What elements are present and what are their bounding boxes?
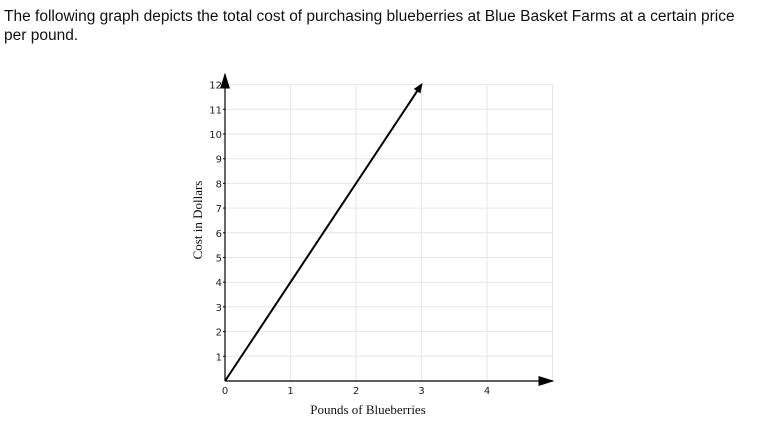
x-tick-label: 0 [222,386,228,397]
grid [225,84,553,381]
y-tick-label: 12 [209,81,222,92]
y-tick-label: 8 [216,179,222,190]
y-tick-label: 6 [216,229,222,240]
x-tick-label: 3 [418,386,424,397]
x-tick-label: 1 [287,386,293,397]
y-tick-label: 11 [209,105,222,116]
y-tick-label: 1 [216,352,222,363]
x-axis-label: Pounds of Blueberries [310,402,426,417]
y-tick-label: 2 [216,328,222,339]
y-tick-label: 4 [216,278,222,289]
axes [220,72,555,386]
question-text: The following graph depicts the total co… [4,8,735,44]
x-tick-label: 4 [484,386,490,397]
y-axis-label: Cost in Dollars [190,181,205,260]
x-tick-label: 2 [353,386,359,397]
y-tick-label: 10 [209,130,222,141]
y-tick-label: 9 [216,155,222,166]
cost-line [224,82,423,382]
y-tick-label: 7 [216,204,222,215]
y-tick-label: 5 [216,254,222,265]
y-tick-label: 3 [216,303,222,314]
